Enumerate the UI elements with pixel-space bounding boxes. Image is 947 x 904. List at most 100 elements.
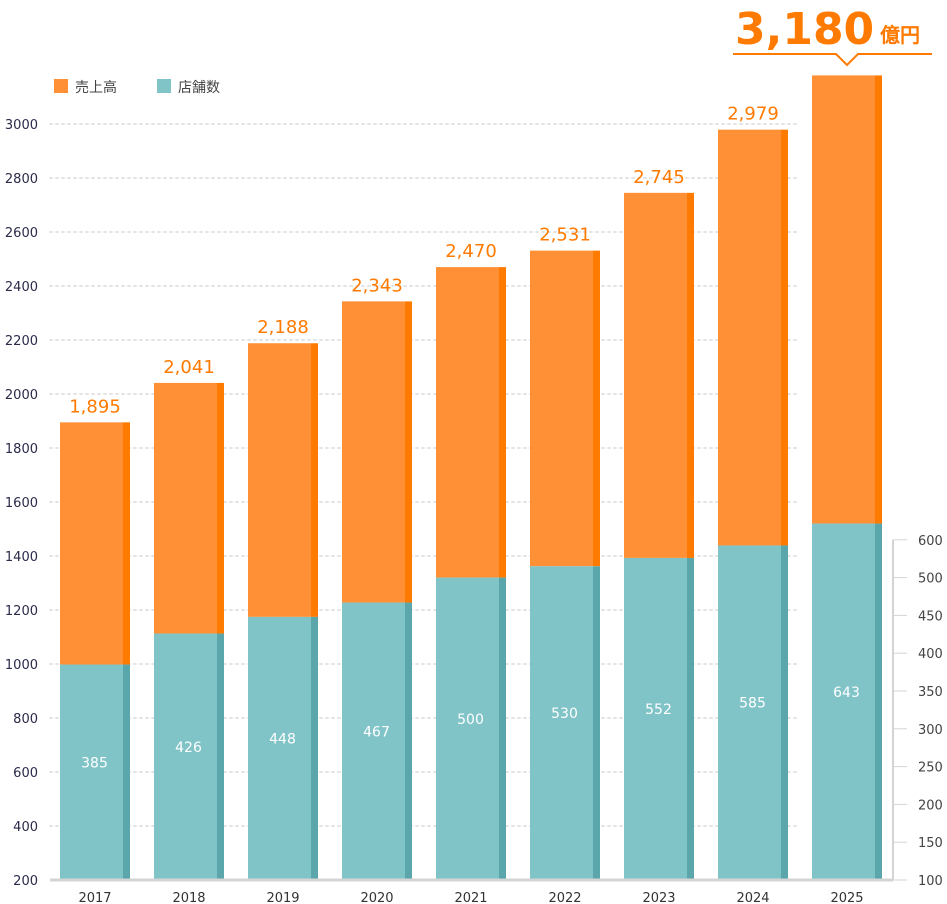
legend-swatch-stores [157, 79, 171, 93]
x-tick-label: 2018 [172, 891, 205, 904]
sales-bar-edge [217, 382, 224, 634]
highlight-callout: 3,180 億円 [733, 4, 932, 67]
x-tick-label: 2021 [454, 891, 487, 904]
bar-group: 2,531 530 [530, 225, 600, 880]
right-tick-label: 150 [918, 836, 943, 851]
left-tick-label: 1200 [5, 604, 38, 619]
stores-bar-edge [593, 566, 600, 880]
bars: 1,895 385 2,041 426 2,188 448 2,343 467 2,470 500… [60, 75, 882, 880]
legend-label-sales: 売上高 [75, 79, 117, 96]
right-axis: 100 150 200 250 300 350 400 450 500 600 [892, 534, 943, 889]
left-tick-label: 800 [13, 712, 38, 727]
sales-bar-edge [687, 192, 694, 558]
sales-bar-edge [875, 75, 882, 524]
stores-bar [60, 664, 123, 880]
bar-group: 2,188 448 [248, 317, 318, 880]
left-axis: 200 400 600 800 1000 1200 1400 1600 1800 2000 2200… [5, 118, 38, 889]
sales-value-label: 2,470 [445, 241, 497, 262]
sales-bar-edge [123, 422, 130, 665]
left-tick-label: 1800 [5, 442, 38, 457]
bar-group: 643 [812, 75, 882, 880]
left-tick-label: 400 [13, 820, 38, 835]
sales-value-label: 2,745 [633, 167, 685, 188]
right-tick-label: 450 [918, 609, 943, 624]
sales-value-label: 2,188 [257, 317, 309, 338]
stores-bar [812, 523, 875, 880]
right-tick-label: 400 [918, 647, 943, 662]
x-tick-label: 2020 [360, 891, 393, 904]
right-tick-label: 200 [918, 798, 943, 813]
legend-label-stores: 店舗数 [178, 80, 220, 96]
bar-group: 2,979 585 [718, 104, 788, 880]
left-tick-label: 2400 [5, 280, 38, 295]
stores-bar-edge [687, 557, 694, 880]
stores-bar [248, 616, 311, 880]
left-tick-label: 3000 [5, 118, 38, 133]
stores-value-label: 467 [363, 724, 390, 740]
left-tick-label: 1400 [5, 550, 38, 565]
stores-bar-edge [405, 602, 412, 880]
left-tick-label: 2000 [5, 388, 38, 403]
stores-bar-edge [217, 633, 224, 880]
sales-bar-edge [593, 250, 600, 567]
sales-bar-edge [499, 267, 506, 578]
legend-swatch-sales [54, 79, 68, 93]
sales-value-label: 2,041 [163, 357, 215, 378]
legend: 売上高 店舗数 [54, 79, 220, 96]
stores-bar-edge [499, 577, 506, 880]
bar-group: 2,343 467 [342, 275, 412, 880]
sales-bar [718, 129, 781, 546]
x-axis: 2017 2018 2019 2020 2021 2022 2023 2024 2025 [50, 878, 893, 904]
sales-bar [624, 192, 687, 558]
left-tick-label: 1000 [5, 658, 38, 673]
bar-group: 1,895 385 [60, 396, 130, 880]
x-tick-label: 2022 [548, 891, 581, 904]
sales-bar [60, 422, 123, 665]
stores-value-label: 643 [833, 685, 860, 701]
sales-value-label: 1,895 [69, 396, 121, 417]
stores-value-label: 448 [269, 731, 296, 747]
stores-value-label: 385 [81, 755, 108, 771]
right-tick-label: 350 [918, 685, 943, 700]
left-tick-label: 2600 [5, 226, 38, 241]
sales-bar [154, 382, 217, 634]
highlight-unit: 億円 [880, 23, 920, 47]
highlight-value: 3,180 [735, 4, 874, 55]
stores-bar-edge [781, 545, 788, 880]
right-tick-label: 100 [918, 874, 943, 889]
stores-bar-edge [311, 616, 318, 880]
bar-group: 2,041 426 [154, 357, 224, 880]
sales-value-label: 2,979 [727, 104, 779, 125]
x-tick-label: 2017 [78, 891, 111, 904]
sales-bar-edge [311, 343, 318, 617]
highlight-pointer [733, 53, 932, 67]
bar-group: 2,470 500 [436, 241, 506, 880]
x-tick-label: 2024 [736, 891, 769, 904]
right-tick-label: 300 [918, 723, 943, 738]
sales-bar [436, 267, 499, 578]
sales-bar [342, 301, 405, 603]
sales-bar [248, 343, 311, 617]
right-tick-label: 600 [918, 534, 943, 549]
stores-value-label: 426 [175, 740, 202, 756]
stores-bar [530, 566, 593, 880]
stores-bar [624, 557, 687, 880]
bar-group: 2,745 552 [624, 167, 694, 880]
left-tick-label: 1600 [5, 496, 38, 511]
left-tick-label: 200 [13, 874, 38, 889]
stores-bar [436, 577, 499, 880]
stores-bar [154, 633, 217, 880]
left-tick-label: 600 [13, 766, 38, 781]
sales-bar [530, 250, 593, 567]
sales-bar-edge [781, 129, 788, 546]
stores-value-label: 530 [551, 706, 578, 722]
stores-bar [342, 602, 405, 880]
stores-value-label: 585 [739, 696, 766, 712]
gridlines [49, 123, 798, 827]
sales-bar-edge [405, 301, 412, 603]
x-tick-label: 2023 [642, 891, 675, 904]
sales-value-label: 2,531 [539, 225, 591, 246]
stores-value-label: 552 [645, 702, 672, 718]
x-tick-label: 2025 [830, 891, 863, 904]
